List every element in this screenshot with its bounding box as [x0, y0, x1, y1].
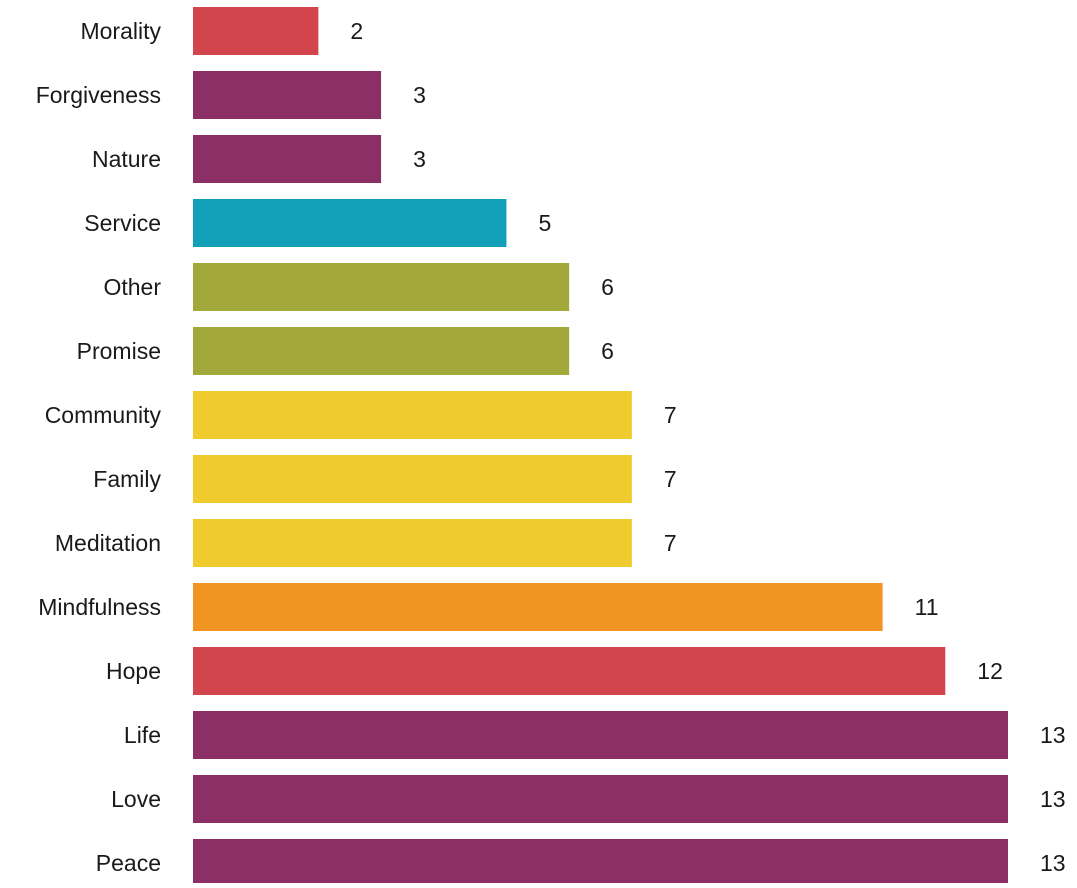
bar-family: [193, 455, 632, 503]
category-label-meditation: Meditation: [55, 530, 161, 556]
category-label-family: Family: [93, 466, 161, 492]
value-label-service: 5: [538, 210, 551, 236]
category-label-life: Life: [124, 722, 161, 748]
value-label-hope: 12: [977, 658, 1003, 684]
value-label-meditation: 7: [664, 530, 677, 556]
bar-promise: [193, 327, 570, 375]
category-label-nature: Nature: [92, 146, 161, 172]
category-label-service: Service: [84, 210, 161, 236]
bar-other: [193, 263, 570, 311]
value-label-family: 7: [664, 466, 677, 492]
bar-mindfulness: [193, 583, 883, 631]
category-label-peace: Peace: [96, 850, 161, 876]
value-label-mindfulness: 11: [915, 594, 939, 620]
category-label-morality: Morality: [80, 18, 161, 44]
value-label-morality: 2: [350, 18, 363, 44]
bar-meditation: [193, 519, 632, 567]
value-label-forgiveness: 3: [413, 82, 426, 108]
bar-nature: [193, 135, 382, 183]
category-label-other: Other: [103, 274, 161, 300]
value-label-life: 13: [1040, 722, 1066, 748]
value-label-promise: 6: [601, 338, 614, 364]
category-label-community: Community: [45, 402, 162, 428]
value-label-peace: 13: [1040, 850, 1066, 876]
bar-morality: [193, 7, 319, 55]
value-label-community: 7: [664, 402, 677, 428]
value-label-love: 13: [1040, 786, 1066, 812]
category-label-promise: Promise: [77, 338, 161, 364]
bar-forgiveness: [193, 71, 382, 119]
bar-life: [193, 711, 1008, 759]
value-label-other: 6: [601, 274, 614, 300]
category-label-mindfulness: Mindfulness: [38, 594, 161, 620]
category-label-forgiveness: Forgiveness: [36, 82, 161, 108]
value-label-nature: 3: [413, 146, 426, 172]
bar-service: [193, 199, 507, 247]
category-label-love: Love: [111, 786, 161, 812]
category-label-hope: Hope: [106, 658, 161, 684]
bar-peace: [193, 839, 1008, 887]
bar-love: [193, 775, 1008, 823]
bar-hope: [193, 647, 946, 695]
bar-community: [193, 391, 632, 439]
